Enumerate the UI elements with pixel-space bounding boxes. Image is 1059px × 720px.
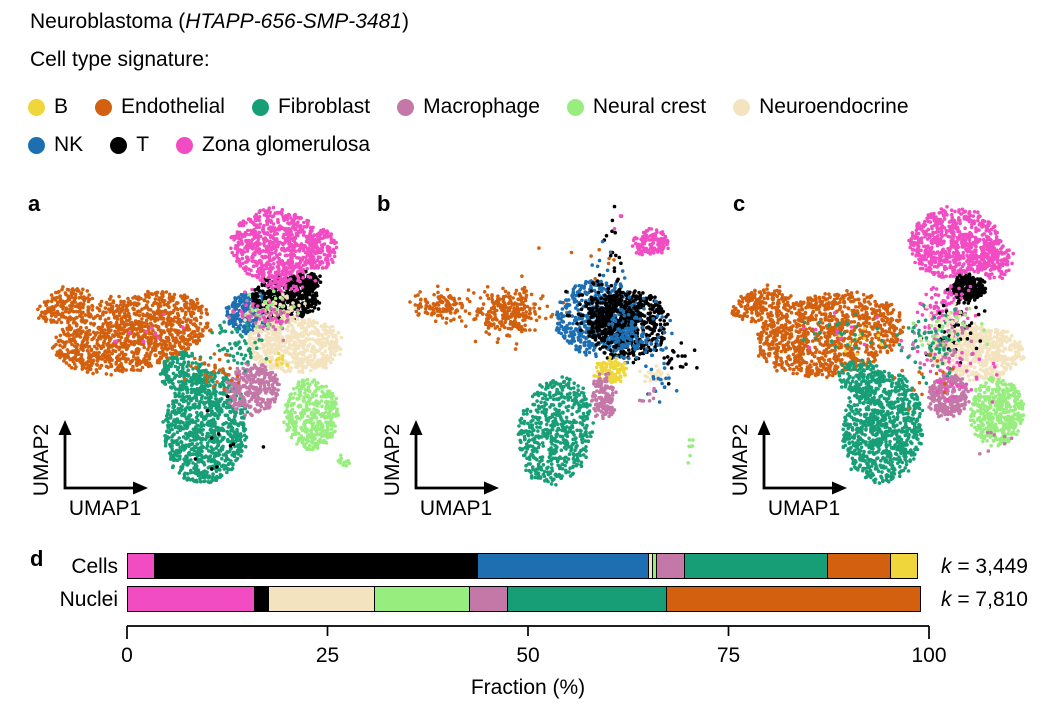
k-value: = 7,810 bbox=[951, 588, 1028, 611]
legend-item-label: Fibroblast bbox=[277, 95, 371, 118]
figure-title: Neuroblastoma (HTAPP-656-SMP-3481) bbox=[30, 10, 409, 34]
stacked-bar-nuclei bbox=[127, 586, 929, 612]
bar-count-label-cells: k = 3,449 bbox=[941, 555, 1028, 579]
bar-segment bbox=[153, 553, 479, 579]
legend-item-label: T bbox=[136, 133, 150, 156]
legend-item: Zona glomerulosa bbox=[176, 133, 370, 157]
umap2-axis-label: UMAP2 bbox=[729, 424, 752, 496]
axis-tick-label: 25 bbox=[316, 644, 339, 667]
title-suffix: ) bbox=[401, 10, 409, 33]
bar-segment bbox=[655, 553, 686, 579]
legend-swatch-icon bbox=[566, 98, 584, 116]
umap-axis-arrows: UMAP2 UMAP1 bbox=[30, 420, 148, 520]
bar-segment bbox=[684, 553, 829, 579]
legend-item: Endothelial bbox=[95, 95, 225, 119]
bar-segment bbox=[477, 553, 650, 579]
legend-swatch-icon bbox=[95, 98, 113, 116]
legend-item-label: Neuroendocrine bbox=[759, 95, 909, 118]
umap-panel-a: a UMAP2 UMAP1 bbox=[10, 185, 359, 545]
axis-tick-label: 75 bbox=[717, 644, 740, 667]
umap1-axis-label: UMAP1 bbox=[768, 497, 840, 520]
legend-row-1: B Endothelial Fibroblast Macrophage Neural c… bbox=[28, 94, 909, 120]
umap-plot-c: UMAP2 UMAP1 bbox=[729, 205, 1026, 520]
fraction-axis: 0 25 50 75 100 bbox=[121, 625, 947, 667]
umap1-axis-label: UMAP1 bbox=[420, 497, 492, 520]
k-var: k bbox=[941, 555, 952, 578]
legend-item: Fibroblast bbox=[251, 95, 371, 119]
umap-plot-b: UMAP2 UMAP1 bbox=[381, 204, 699, 520]
legend-item-label: NK bbox=[54, 133, 84, 156]
legend-heading: Cell type signature: bbox=[30, 48, 210, 71]
bar-segment bbox=[507, 586, 667, 612]
legend-item-label: B bbox=[54, 95, 69, 118]
umap-panel-c: c UMAP2 UMAP1 bbox=[695, 185, 1044, 545]
umap-panel-b: b UMAP2 UMAP1 bbox=[355, 185, 704, 545]
legend-item-label: Endothelial bbox=[121, 95, 225, 118]
umap-axis-arrows: UMAP2 UMAP1 bbox=[729, 420, 847, 520]
legend-swatch-icon bbox=[176, 136, 194, 154]
legend-swatch-icon bbox=[733, 98, 751, 116]
bar-row-label-cells: Cells bbox=[71, 555, 118, 578]
legend-item: Macrophage bbox=[397, 95, 540, 119]
axis-tick-label: 0 bbox=[121, 644, 133, 667]
umap2-axis-label: UMAP2 bbox=[381, 424, 404, 496]
title-sample-id: HTAPP-656-SMP-3481 bbox=[185, 10, 402, 33]
legend-item-label: Macrophage bbox=[423, 95, 540, 118]
legend-swatch-icon bbox=[397, 98, 415, 116]
panel-letter-b: b bbox=[377, 191, 391, 216]
umap-axis-arrows: UMAP2 UMAP1 bbox=[381, 420, 499, 520]
axis-tick-label: 50 bbox=[516, 644, 539, 667]
bar-segment bbox=[373, 586, 471, 612]
panel-letter-a: a bbox=[28, 191, 41, 216]
umap2-axis-label: UMAP2 bbox=[30, 424, 53, 496]
legend-swatch-icon bbox=[28, 98, 45, 116]
legend-item: B bbox=[28, 95, 68, 119]
legend-swatch-icon bbox=[110, 136, 128, 154]
stacked-bar-cells bbox=[127, 553, 929, 579]
k-var: k bbox=[941, 588, 952, 611]
legend-item-label: Zona glomerulosa bbox=[202, 133, 371, 156]
bar-segment bbox=[826, 553, 892, 579]
bar-row-label-nuclei: Nuclei bbox=[59, 588, 118, 611]
umap-plot-a: UMAP2 UMAP1 bbox=[30, 205, 352, 520]
legend-item-label: Neural crest bbox=[592, 95, 707, 118]
legend-swatch-icon bbox=[251, 98, 269, 116]
legend-item: NK bbox=[28, 133, 83, 157]
legend-item: Neural crest bbox=[566, 95, 707, 119]
title-prefix: Neuroblastoma ( bbox=[30, 10, 186, 33]
panel-letter-d: d bbox=[30, 546, 44, 571]
bar-segment bbox=[127, 553, 156, 579]
legend-swatch-icon bbox=[28, 136, 45, 154]
fraction-axis-title: Fraction (%) bbox=[470, 676, 586, 699]
k-value: = 3,449 bbox=[951, 555, 1028, 578]
legend-item: Neuroendocrine bbox=[733, 95, 909, 119]
legend-row-2: NK T Zona glomerulosa bbox=[28, 132, 370, 158]
bar-segment bbox=[889, 553, 918, 579]
legend-item: T bbox=[110, 133, 149, 157]
bar-segment bbox=[127, 586, 256, 612]
bar-segment bbox=[665, 586, 921, 612]
bar-segment bbox=[468, 586, 509, 612]
axis-tick-label: 100 bbox=[911, 644, 946, 667]
umap1-axis-label: UMAP1 bbox=[69, 497, 141, 520]
bar-count-label-nuclei: k = 7,810 bbox=[941, 588, 1028, 612]
panel-letter-c: c bbox=[733, 191, 746, 216]
bar-segment bbox=[267, 586, 376, 612]
